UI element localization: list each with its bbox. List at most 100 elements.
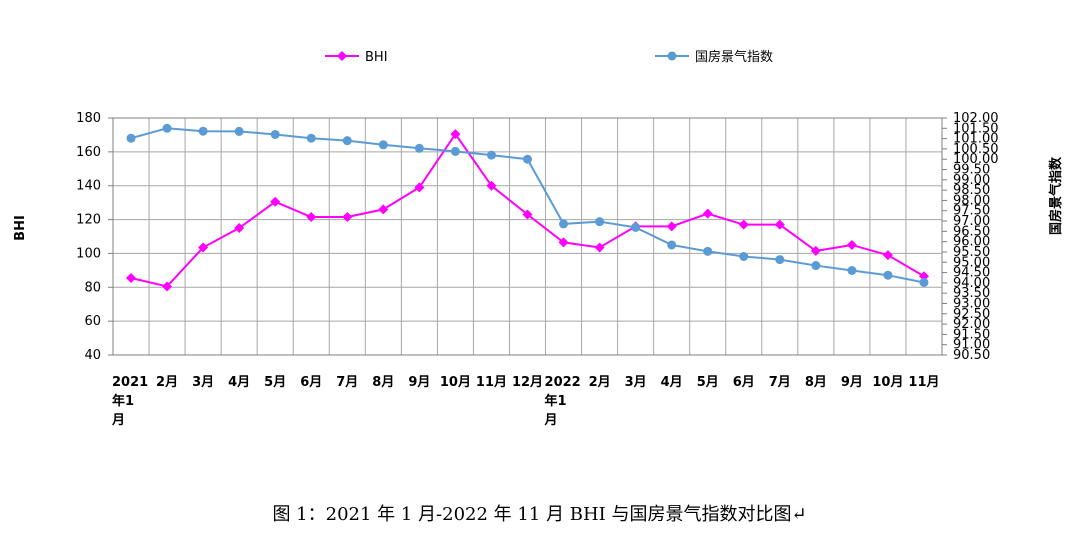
- index-point: [811, 261, 821, 271]
- index-point: [775, 255, 785, 265]
- x-tick-label: 6月: [733, 375, 755, 390]
- x-tick-label: 3月: [192, 375, 214, 390]
- bhi-point: [846, 239, 857, 250]
- left-tick-label: 60: [84, 314, 101, 329]
- right-tick-label: 95.00: [953, 255, 990, 270]
- x-tick-label: 5月: [264, 375, 286, 390]
- right-tick-label: 91.50: [953, 327, 990, 342]
- left-axis: 40 60 80 100 120 140 160 180: [76, 111, 113, 363]
- x-tick-label: 2021 年1 月: [111, 375, 148, 428]
- index-point: [703, 246, 713, 256]
- right-axis: 90.5091.0091.5092.0092.5093.0093.5094.00…: [942, 111, 999, 363]
- x-tick-label: 2022 年1 月: [544, 375, 581, 428]
- right-axis-title: 国房景气指数: [1048, 156, 1064, 235]
- index-point: [342, 136, 352, 146]
- bhi-point: [522, 209, 533, 220]
- x-tick-label: 4月: [228, 375, 250, 390]
- index-point: [919, 277, 929, 287]
- index-point: [306, 133, 316, 143]
- x-tick-label: 11月: [908, 375, 939, 390]
- right-tick-label: 95.50: [953, 245, 990, 260]
- bhi-point: [666, 221, 677, 232]
- bhi-point: [342, 212, 353, 223]
- index-point: [739, 251, 749, 261]
- plot-border: [112, 117, 943, 356]
- right-tick-label: 97.00: [953, 214, 990, 229]
- plot-series: [126, 123, 929, 292]
- bhi-point: [810, 245, 821, 256]
- bhi-point: [450, 129, 461, 140]
- left-tick-label: 40: [84, 348, 101, 363]
- right-tick-label: 91.00: [953, 338, 990, 353]
- legend-label: 国房景气指数: [695, 49, 773, 65]
- right-tick-label: 100.00: [953, 152, 999, 167]
- index-point: [523, 154, 532, 164]
- right-tick-label: 98.50: [953, 183, 990, 198]
- left-axis-title: BHI: [13, 215, 28, 241]
- chart-grid: [112, 117, 943, 356]
- x-tick-label: 8月: [805, 375, 827, 390]
- bhi-point: [774, 219, 785, 230]
- x-tick-label: 12月: [512, 375, 543, 390]
- bhi-point: [162, 281, 173, 292]
- index-point: [595, 217, 605, 227]
- bhi-point: [306, 212, 317, 223]
- index-point: [162, 123, 172, 133]
- legend-marker: [667, 51, 677, 61]
- index-point: [198, 126, 208, 136]
- right-tick-label: 99.00: [953, 173, 990, 188]
- figure-caption: 图 1：2021 年 1 月-2022 年 11 月 BHI 与国房景气指数对比…: [272, 504, 807, 525]
- left-tick-label: 100: [76, 246, 101, 261]
- index-point: [414, 143, 424, 153]
- right-tick-label: 94.50: [953, 266, 990, 281]
- right-tick-label: 96.50: [953, 224, 990, 239]
- right-tick-label: 99.50: [953, 163, 990, 178]
- x-axis: 2021 年1 月 2月 3月 4月 5月 6月 7月 8月 9月 10月 11月 12月 2022 年1 月 2…: [111, 375, 940, 428]
- index-point: [270, 129, 280, 139]
- index-point: [883, 270, 893, 280]
- right-tick-label: 97.50: [953, 204, 990, 219]
- left-tick-label: 180: [76, 111, 101, 126]
- index-point: [667, 240, 677, 250]
- index-point: [450, 146, 460, 156]
- bhi-point: [234, 223, 245, 234]
- x-tick-label: 8月: [372, 375, 394, 390]
- index-point: [486, 150, 496, 160]
- x-tick-label: 4月: [661, 375, 683, 390]
- left-tick-label: 160: [76, 145, 101, 160]
- right-tick-label: 102.00: [953, 111, 999, 126]
- x-tick-label: 9月: [408, 375, 430, 390]
- legend: BHI 国房景气指数: [325, 49, 773, 65]
- index-point: [847, 266, 857, 276]
- index-point: [126, 133, 136, 143]
- x-tick-label: 6月: [300, 375, 322, 390]
- x-tick-label: 11月: [476, 375, 507, 390]
- right-tick-label: 100.50: [953, 142, 999, 157]
- legend-marker: [337, 51, 347, 61]
- x-tick-label: 2月: [589, 375, 611, 390]
- right-tick-label: 93.00: [953, 296, 990, 311]
- right-tick-label: 101.50: [953, 121, 999, 136]
- right-tick-label: 96.00: [953, 235, 990, 250]
- left-tick-label: 80: [84, 280, 101, 295]
- index-point: [378, 140, 388, 150]
- right-tick-label: 90.50: [953, 348, 990, 363]
- index-point: [234, 126, 244, 136]
- left-tick-label: 140: [76, 179, 101, 194]
- bhi-point: [270, 196, 281, 207]
- x-tick-label: 10月: [872, 375, 903, 390]
- bhi-point: [486, 180, 497, 191]
- x-tick-label: 7月: [336, 375, 358, 390]
- x-tick-label: 5月: [697, 375, 719, 390]
- bhi-point: [702, 208, 713, 219]
- bhi-point: [594, 242, 605, 253]
- bhi-point: [126, 272, 137, 283]
- left-tick-label: 120: [76, 213, 101, 228]
- bhi-point: [738, 219, 749, 230]
- x-tick-label: 10月: [440, 375, 471, 390]
- bhi-point: [414, 182, 425, 193]
- bhi-point: [378, 204, 389, 215]
- x-tick-label: 2月: [156, 375, 178, 390]
- right-tick-label: 92.00: [953, 317, 990, 332]
